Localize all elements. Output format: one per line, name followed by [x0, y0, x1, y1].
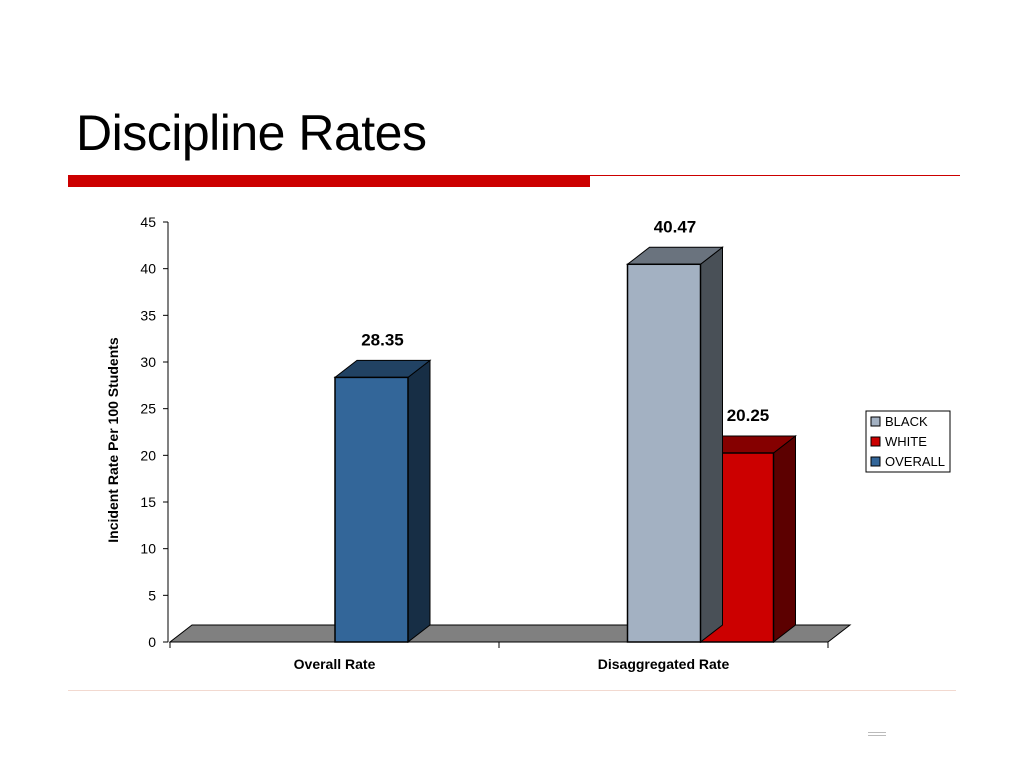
- y-tick-label: 35: [140, 307, 156, 323]
- x-category-label: Disaggregated Rate: [598, 656, 730, 672]
- bar-overall: [333, 359, 432, 644]
- data-label-overall: 28.35: [361, 330, 404, 349]
- data-label-white: 20.25: [727, 406, 770, 425]
- y-tick-label: 0: [148, 634, 156, 650]
- y-axis-title: Incident Rate Per 100 Students: [105, 337, 121, 543]
- bar-front-face: [626, 263, 702, 643]
- legend-label-black: BLACK: [885, 414, 928, 429]
- bar-side-face: [700, 246, 723, 644]
- footer-divider: [68, 690, 956, 691]
- chart-legend: BLACK WHITE OVERALL: [865, 410, 951, 473]
- y-tick-label: 45: [140, 214, 156, 230]
- footer-logo-mark: [866, 731, 888, 737]
- legend-swatch-overall: [870, 456, 881, 467]
- legend-label-white: WHITE: [885, 434, 927, 449]
- bar-black: [626, 246, 724, 644]
- y-tick-label: 30: [140, 354, 156, 370]
- bar-front-face: [334, 376, 409, 643]
- chart-data-labels: 28.35 20.25 40.47: [361, 217, 769, 425]
- y-tick-label: 5: [148, 587, 156, 603]
- bar-side-face: [407, 359, 431, 644]
- chart-bars: [333, 246, 797, 644]
- slide-title: Discipline Rates: [76, 105, 427, 161]
- y-tick-label: 15: [140, 494, 156, 510]
- y-tick-label: 25: [140, 401, 156, 417]
- legend-label-overall: OVERALL: [885, 454, 945, 469]
- title-underline-thin: [590, 175, 960, 176]
- x-category-label: Overall Rate: [294, 656, 376, 672]
- data-label-black: 40.47: [654, 217, 697, 236]
- title-underline-accent: [68, 175, 590, 187]
- bar-side-face: [773, 434, 796, 644]
- y-tick-label: 20: [140, 447, 156, 463]
- y-tick-label: 40: [140, 261, 156, 277]
- legend-swatch-black: [870, 416, 881, 427]
- y-tick-label: 10: [140, 541, 156, 557]
- legend-swatch-white: [870, 436, 881, 447]
